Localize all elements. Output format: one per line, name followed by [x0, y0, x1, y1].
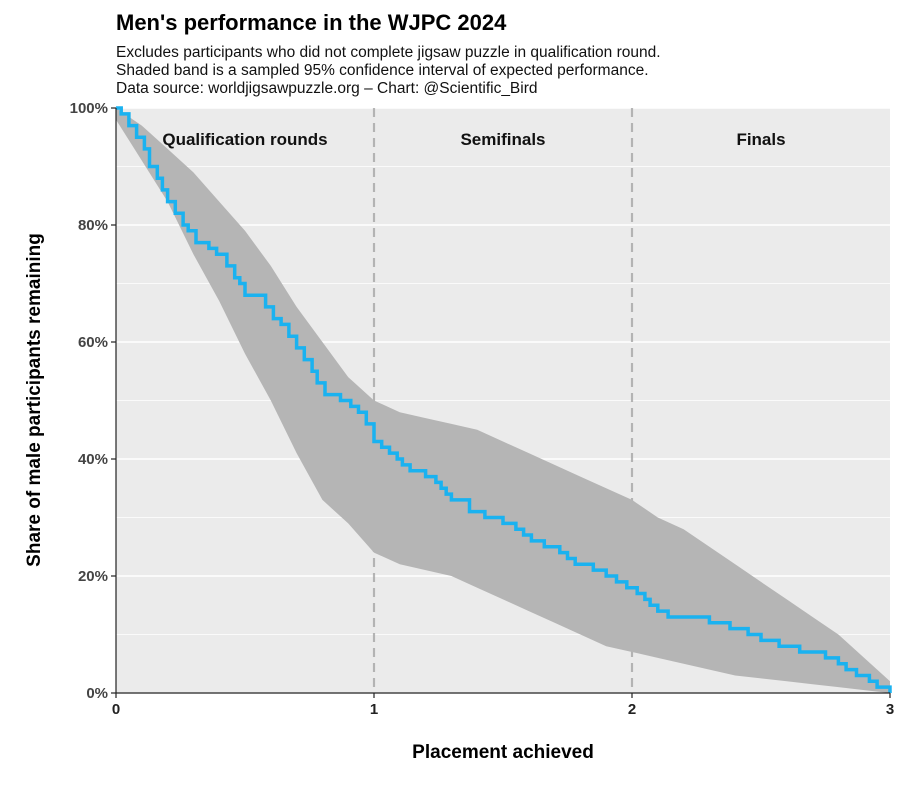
chart-subtitle: Excludes participants who did not comple… [116, 44, 661, 98]
y-tick-label: 100% [70, 100, 108, 117]
subtitle-line: Shaded band is a sampled 95% confidence … [116, 62, 649, 79]
axes: 0 1 2 3 0% 20% 40% 60% 80% 100% [70, 100, 895, 718]
stage-label: Finals [736, 130, 785, 149]
x-axis-label: Placement achieved [412, 742, 594, 763]
observed-line [116, 106, 892, 693]
x-tick-label: 2 [628, 701, 636, 718]
x-tick-label: 0 [112, 701, 120, 718]
y-axis-label: Share of male participants remaining [24, 233, 45, 567]
y-tick-label: 20% [78, 568, 108, 585]
stage-labels: Qualification rounds Semifinals Finals [162, 130, 785, 149]
confidence-band [116, 108, 890, 693]
x-tick-label: 1 [370, 701, 378, 718]
x-tick-label: 3 [886, 701, 894, 718]
y-tick-label: 40% [78, 451, 108, 468]
subtitle-line: Data source: worldjigsawpuzzle.org – Cha… [116, 80, 538, 97]
stage-label: Qualification rounds [162, 130, 327, 149]
y-tick-label: 0% [86, 685, 108, 702]
subtitle-line: Excludes participants who did not comple… [116, 44, 661, 61]
y-tick-label: 60% [78, 334, 108, 351]
y-tick-label: 80% [78, 217, 108, 234]
stage-label: Semifinals [460, 130, 545, 149]
chart-title: Men's performance in the WJPC 2024 [116, 10, 507, 35]
